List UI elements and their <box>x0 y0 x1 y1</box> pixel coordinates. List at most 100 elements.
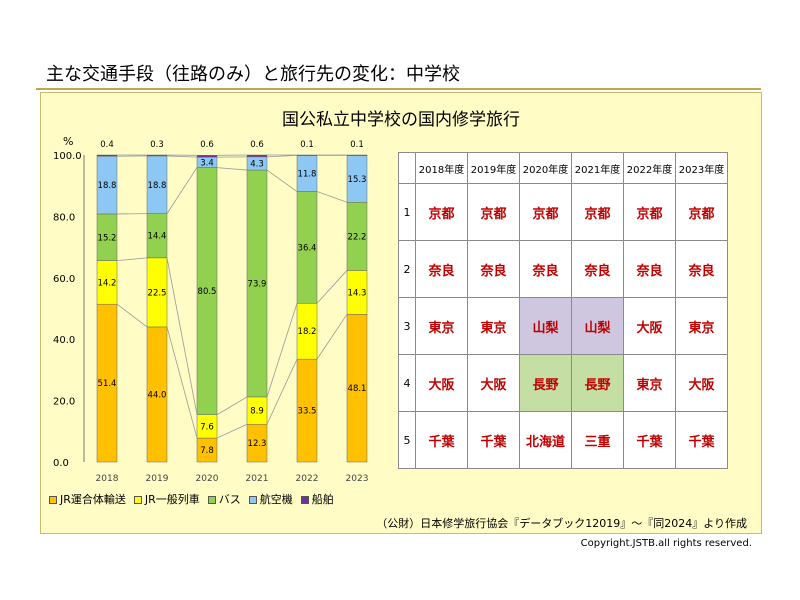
destination-cell: 長野 <box>571 354 624 412</box>
destination-cell: 大阪 <box>415 354 468 412</box>
series-connector-line <box>266 358 298 425</box>
legend-item: 航空機 <box>248 491 293 507</box>
data-label: 14.3 <box>348 288 367 298</box>
data-label: 12.3 <box>248 439 267 449</box>
destination-cell: 東京 <box>675 297 728 355</box>
legend-item: JR一般列車 <box>133 491 200 507</box>
series-connector-line <box>266 154 298 158</box>
y-tick-label: 40.0 <box>53 335 75 346</box>
legend-label: バス <box>218 493 241 506</box>
series-connector-line <box>116 257 148 262</box>
series-connector-line <box>266 169 298 192</box>
series-connector-line <box>166 167 198 214</box>
series-connector-line <box>316 270 348 304</box>
x-tick-label: 2019 <box>146 474 169 484</box>
data-label: 7.6 <box>200 422 214 432</box>
year-header-cell: 2021年度 <box>571 152 624 184</box>
title-divider <box>36 88 761 90</box>
destination-cell: 千葉 <box>675 411 728 469</box>
data-label: 18.2 <box>298 327 317 337</box>
bar-segment <box>296 154 318 156</box>
data-label: 0.1 <box>350 140 364 150</box>
chart-legend: JR運合体輸送 JR一般列車 バス 航空機 船舶 <box>49 491 342 507</box>
legend-swatch <box>133 496 142 504</box>
legend-label: JR運合体輸送 <box>60 493 126 506</box>
legend-swatch <box>248 496 257 504</box>
data-label: 22.2 <box>348 232 367 242</box>
legend-item: バス <box>207 491 241 507</box>
data-label: 73.9 <box>248 279 267 289</box>
series-connector-line <box>316 191 348 203</box>
data-label: 11.8 <box>298 169 317 179</box>
destination-cell: 東京 <box>415 297 468 355</box>
data-label: 3.4 <box>200 158 214 168</box>
y-tick-label: 60.0 <box>53 274 75 285</box>
rank-number-cell: 2 <box>398 240 416 298</box>
x-tick-label: 2021 <box>246 474 269 484</box>
y-axis-unit: % <box>63 135 73 148</box>
bar-segment <box>196 155 218 158</box>
ranking-table-container: 2018年度 2019年度 2020年度 2021年度 2022年度 2023年度 1 京都京… <box>398 152 728 469</box>
data-label: 15.2 <box>98 233 117 243</box>
destination-cell: 京都 <box>519 183 572 241</box>
destination-cell: 奈良 <box>571 240 624 298</box>
chart-panel: 国公私立中学校の国内修学旅行 0.0 20.0 40.0 60.0 80.0 100.0%… <box>40 92 762 534</box>
destination-cell: 大阪 <box>467 354 520 412</box>
series-connector-line <box>116 303 148 328</box>
destination-cell: 大阪 <box>675 354 728 412</box>
table-row: 1 京都 京都 京都 京都 京都 京都 <box>398 183 728 241</box>
data-label: 14.4 <box>148 232 167 242</box>
y-tick-label: 0.0 <box>53 458 69 469</box>
table-row: 3 東京 東京 山梨 山梨 大阪 東京 <box>398 297 728 355</box>
legend-swatch <box>49 496 57 504</box>
destination-cell: 奈良 <box>623 240 676 298</box>
legend-item: JR運合体輸送 <box>49 491 126 507</box>
legend-swatch <box>300 496 309 504</box>
series-connector-line <box>166 257 198 415</box>
data-label: 44.0 <box>148 390 167 400</box>
data-label: 0.6 <box>250 140 264 150</box>
destination-ranking-table: 2018年度 2019年度 2020年度 2021年度 2022年度 2023年度 1 京都京… <box>398 152 728 469</box>
x-tick-label: 2018 <box>96 474 119 484</box>
legend-label: 航空機 <box>259 493 293 506</box>
year-header-cell: 2020年度 <box>519 152 572 184</box>
y-tick-label: 100.0 <box>53 151 82 162</box>
data-label: 8.9 <box>250 407 264 417</box>
data-label: 0.4 <box>100 140 114 150</box>
year-header-cell: 2022年度 <box>623 152 676 184</box>
rank-number-cell: 4 <box>398 354 416 412</box>
year-header-cell: 2019年度 <box>467 152 520 184</box>
series-connector-line <box>216 423 248 439</box>
destination-cell: 奈良 <box>467 240 520 298</box>
bar-segment <box>246 154 268 158</box>
destination-cell: 大阪 <box>623 297 676 355</box>
destination-cell: 京都 <box>467 183 520 241</box>
data-label: 18.8 <box>148 181 167 191</box>
data-label: 0.6 <box>200 140 214 150</box>
data-label: 36.4 <box>298 243 317 253</box>
legend-label: 船舶 <box>311 493 334 506</box>
chart-title: 国公私立中学校の国内修学旅行 <box>282 110 520 130</box>
series-connector-line <box>266 303 298 398</box>
destination-cell: 長野 <box>519 354 572 412</box>
rank-number-cell: 1 <box>398 183 416 241</box>
destination-cell: 千葉 <box>467 411 520 469</box>
destination-cell: 奈良 <box>415 240 468 298</box>
ranking-header-row: 2018年度 2019年度 2020年度 2021年度 2022年度 2023年度 <box>398 152 728 184</box>
legend-swatch <box>207 496 216 504</box>
series-connector-line <box>216 167 248 171</box>
table-corner-cell <box>398 152 416 184</box>
data-label: 15.3 <box>348 175 367 185</box>
data-label: 7.8 <box>200 446 214 456</box>
data-label: 14.2 <box>98 278 117 288</box>
data-label: 22.5 <box>148 288 167 298</box>
destination-cell: 奈良 <box>675 240 728 298</box>
destination-cell: 千葉 <box>415 411 468 469</box>
data-label: 80.5 <box>198 287 217 297</box>
series-connector-line <box>216 396 248 416</box>
destination-cell: 北海道 <box>519 411 572 469</box>
destination-cell: 山梨 <box>519 297 572 355</box>
bar-segment <box>346 154 368 156</box>
series-connector-line <box>316 314 348 360</box>
bar-segment <box>96 154 118 157</box>
